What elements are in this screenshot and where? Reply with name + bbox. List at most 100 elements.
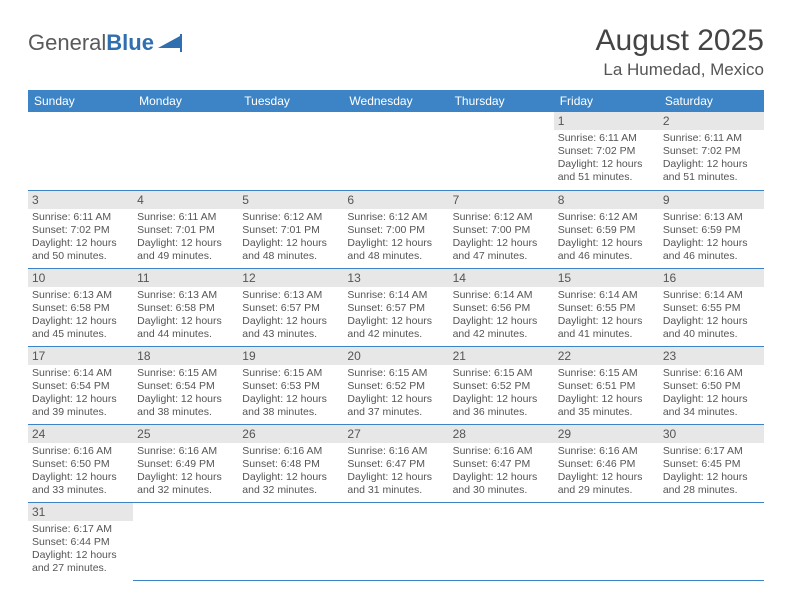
calendar-empty-cell — [554, 502, 659, 580]
calendar-day-cell: 9Sunrise: 6:13 AMSunset: 6:59 PMDaylight… — [659, 190, 764, 268]
calendar-empty-cell — [343, 112, 448, 190]
day-number: 9 — [659, 191, 764, 209]
day-details: Sunrise: 6:11 AMSunset: 7:01 PMDaylight:… — [133, 209, 238, 268]
day-number: 3 — [28, 191, 133, 209]
day-number: 31 — [28, 503, 133, 521]
day-number: 18 — [133, 347, 238, 365]
calendar-day-cell: 15Sunrise: 6:14 AMSunset: 6:55 PMDayligh… — [554, 268, 659, 346]
day-number: 10 — [28, 269, 133, 287]
calendar-day-cell: 23Sunrise: 6:16 AMSunset: 6:50 PMDayligh… — [659, 346, 764, 424]
day-number: 20 — [343, 347, 448, 365]
calendar-table: SundayMondayTuesdayWednesdayThursdayFrid… — [28, 90, 764, 581]
day-details: Sunrise: 6:16 AMSunset: 6:47 PMDaylight:… — [449, 443, 554, 502]
day-details: Sunrise: 6:17 AMSunset: 6:44 PMDaylight:… — [28, 521, 133, 580]
day-details: Sunrise: 6:13 AMSunset: 6:58 PMDaylight:… — [28, 287, 133, 346]
calendar-day-cell: 4Sunrise: 6:11 AMSunset: 7:01 PMDaylight… — [133, 190, 238, 268]
day-number: 1 — [554, 112, 659, 130]
day-details: Sunrise: 6:11 AMSunset: 7:02 PMDaylight:… — [659, 130, 764, 189]
day-number: 21 — [449, 347, 554, 365]
calendar-empty-cell — [238, 502, 343, 580]
day-details: Sunrise: 6:16 AMSunset: 6:46 PMDaylight:… — [554, 443, 659, 502]
day-details: Sunrise: 6:13 AMSunset: 6:57 PMDaylight:… — [238, 287, 343, 346]
day-number: 13 — [343, 269, 448, 287]
day-details: Sunrise: 6:12 AMSunset: 7:00 PMDaylight:… — [449, 209, 554, 268]
day-number: 12 — [238, 269, 343, 287]
day-number: 30 — [659, 425, 764, 443]
calendar-week-row: 24Sunrise: 6:16 AMSunset: 6:50 PMDayligh… — [28, 424, 764, 502]
day-details: Sunrise: 6:17 AMSunset: 6:45 PMDaylight:… — [659, 443, 764, 502]
day-details: Sunrise: 6:14 AMSunset: 6:54 PMDaylight:… — [28, 365, 133, 424]
day-details: Sunrise: 6:15 AMSunset: 6:51 PMDaylight:… — [554, 365, 659, 424]
title-block: August 2025 La Humedad, Mexico — [596, 24, 764, 80]
day-details: Sunrise: 6:12 AMSunset: 6:59 PMDaylight:… — [554, 209, 659, 268]
location: La Humedad, Mexico — [596, 60, 764, 80]
calendar-day-cell: 31Sunrise: 6:17 AMSunset: 6:44 PMDayligh… — [28, 502, 133, 580]
calendar-day-cell: 3Sunrise: 6:11 AMSunset: 7:02 PMDaylight… — [28, 190, 133, 268]
calendar-empty-cell — [238, 112, 343, 190]
calendar-empty-cell — [28, 112, 133, 190]
calendar-day-cell: 16Sunrise: 6:14 AMSunset: 6:55 PMDayligh… — [659, 268, 764, 346]
calendar-day-cell: 10Sunrise: 6:13 AMSunset: 6:58 PMDayligh… — [28, 268, 133, 346]
day-number: 16 — [659, 269, 764, 287]
day-details: Sunrise: 6:16 AMSunset: 6:50 PMDaylight:… — [659, 365, 764, 424]
calendar-day-cell: 27Sunrise: 6:16 AMSunset: 6:47 PMDayligh… — [343, 424, 448, 502]
calendar-week-row: 31Sunrise: 6:17 AMSunset: 6:44 PMDayligh… — [28, 502, 764, 580]
day-number: 22 — [554, 347, 659, 365]
calendar-day-cell: 8Sunrise: 6:12 AMSunset: 6:59 PMDaylight… — [554, 190, 659, 268]
day-details: Sunrise: 6:16 AMSunset: 6:48 PMDaylight:… — [238, 443, 343, 502]
calendar-day-cell: 14Sunrise: 6:14 AMSunset: 6:56 PMDayligh… — [449, 268, 554, 346]
day-details: Sunrise: 6:14 AMSunset: 6:56 PMDaylight:… — [449, 287, 554, 346]
day-details: Sunrise: 6:14 AMSunset: 6:55 PMDaylight:… — [659, 287, 764, 346]
day-details: Sunrise: 6:15 AMSunset: 6:52 PMDaylight:… — [343, 365, 448, 424]
calendar-day-cell: 26Sunrise: 6:16 AMSunset: 6:48 PMDayligh… — [238, 424, 343, 502]
day-details: Sunrise: 6:15 AMSunset: 6:52 PMDaylight:… — [449, 365, 554, 424]
day-number: 27 — [343, 425, 448, 443]
day-number: 17 — [28, 347, 133, 365]
day-number: 11 — [133, 269, 238, 287]
day-header: Thursday — [449, 90, 554, 112]
day-header-row: SundayMondayTuesdayWednesdayThursdayFrid… — [28, 90, 764, 112]
day-header: Monday — [133, 90, 238, 112]
calendar-day-cell: 29Sunrise: 6:16 AMSunset: 6:46 PMDayligh… — [554, 424, 659, 502]
calendar-day-cell: 11Sunrise: 6:13 AMSunset: 6:58 PMDayligh… — [133, 268, 238, 346]
day-details: Sunrise: 6:12 AMSunset: 7:00 PMDaylight:… — [343, 209, 448, 268]
logo: GeneralBlue — [28, 30, 184, 56]
day-details: Sunrise: 6:11 AMSunset: 7:02 PMDaylight:… — [28, 209, 133, 268]
calendar-empty-cell — [449, 112, 554, 190]
day-details: Sunrise: 6:13 AMSunset: 6:58 PMDaylight:… — [133, 287, 238, 346]
day-details: Sunrise: 6:13 AMSunset: 6:59 PMDaylight:… — [659, 209, 764, 268]
day-details: Sunrise: 6:15 AMSunset: 6:54 PMDaylight:… — [133, 365, 238, 424]
calendar-week-row: 3Sunrise: 6:11 AMSunset: 7:02 PMDaylight… — [28, 190, 764, 268]
day-details: Sunrise: 6:16 AMSunset: 6:47 PMDaylight:… — [343, 443, 448, 502]
day-details: Sunrise: 6:16 AMSunset: 6:49 PMDaylight:… — [133, 443, 238, 502]
day-number: 28 — [449, 425, 554, 443]
day-header: Tuesday — [238, 90, 343, 112]
day-number: 26 — [238, 425, 343, 443]
calendar-day-cell: 1Sunrise: 6:11 AMSunset: 7:02 PMDaylight… — [554, 112, 659, 190]
calendar-week-row: 10Sunrise: 6:13 AMSunset: 6:58 PMDayligh… — [28, 268, 764, 346]
day-number: 23 — [659, 347, 764, 365]
day-details: Sunrise: 6:12 AMSunset: 7:01 PMDaylight:… — [238, 209, 343, 268]
day-number: 6 — [343, 191, 448, 209]
day-number: 29 — [554, 425, 659, 443]
day-number: 24 — [28, 425, 133, 443]
calendar-day-cell: 24Sunrise: 6:16 AMSunset: 6:50 PMDayligh… — [28, 424, 133, 502]
calendar-empty-cell — [133, 502, 238, 580]
calendar-day-cell: 6Sunrise: 6:12 AMSunset: 7:00 PMDaylight… — [343, 190, 448, 268]
day-number: 8 — [554, 191, 659, 209]
day-number: 4 — [133, 191, 238, 209]
month-title: August 2025 — [596, 24, 764, 58]
logo-text-blue: Blue — [106, 30, 154, 56]
calendar-day-cell: 20Sunrise: 6:15 AMSunset: 6:52 PMDayligh… — [343, 346, 448, 424]
day-number: 14 — [449, 269, 554, 287]
calendar-day-cell: 18Sunrise: 6:15 AMSunset: 6:54 PMDayligh… — [133, 346, 238, 424]
calendar-day-cell: 28Sunrise: 6:16 AMSunset: 6:47 PMDayligh… — [449, 424, 554, 502]
day-details: Sunrise: 6:14 AMSunset: 6:57 PMDaylight:… — [343, 287, 448, 346]
day-number: 25 — [133, 425, 238, 443]
calendar-week-row: 17Sunrise: 6:14 AMSunset: 6:54 PMDayligh… — [28, 346, 764, 424]
calendar-day-cell: 21Sunrise: 6:15 AMSunset: 6:52 PMDayligh… — [449, 346, 554, 424]
day-header: Saturday — [659, 90, 764, 112]
day-header: Sunday — [28, 90, 133, 112]
calendar-empty-cell — [343, 502, 448, 580]
day-number: 19 — [238, 347, 343, 365]
